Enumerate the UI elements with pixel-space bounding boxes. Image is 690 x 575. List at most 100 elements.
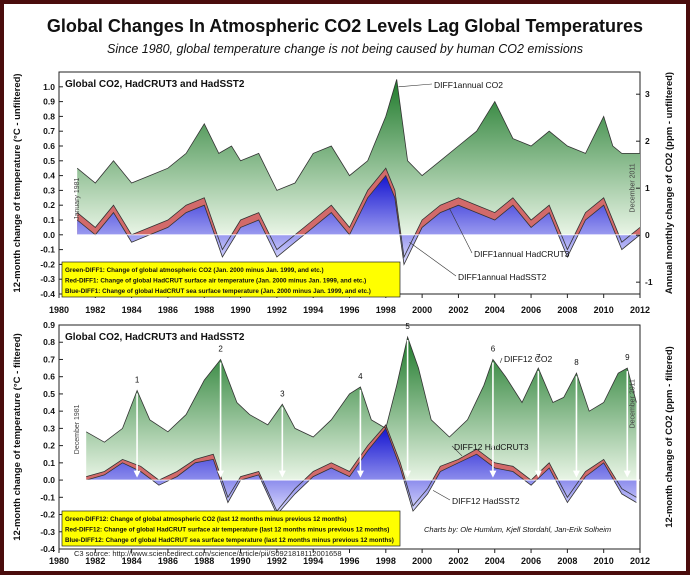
peak-arrow-head bbox=[356, 470, 364, 478]
x-tick-label: 2000 bbox=[412, 305, 432, 315]
y-tick-label: 0.7 bbox=[43, 354, 55, 364]
legend-entry: Blue-DIFF12: Change of global HadCRUT se… bbox=[65, 537, 394, 544]
x-tick-label: 1984 bbox=[122, 305, 142, 315]
y-tick-label: 0.5 bbox=[43, 389, 55, 399]
y-tick-label: -0.2 bbox=[40, 510, 55, 520]
series-label: DIFF1annual CO2 bbox=[434, 80, 503, 90]
peak-marker-label: 5 bbox=[405, 322, 410, 331]
y-tick-label: 0.1 bbox=[43, 215, 55, 225]
series-label-leader bbox=[499, 357, 503, 364]
peak-arrow-head bbox=[133, 470, 141, 478]
figure: Global Changes In Atmospheric CO2 Levels… bbox=[12, 16, 675, 566]
y-tick-label: -0.1 bbox=[40, 245, 55, 255]
x-tick-label: 2002 bbox=[448, 305, 468, 315]
y-tick-label: 0.9 bbox=[43, 97, 55, 107]
x-tick-label: 1992 bbox=[267, 305, 287, 315]
y-tick-label: 0.7 bbox=[43, 126, 55, 136]
legend-entry: Red-DIFF12: Change of global HadCRUT sur… bbox=[65, 527, 389, 534]
legend-box bbox=[61, 261, 401, 298]
chart-credit: Charts by: Ole Humlum, Kjell Stordahl, J… bbox=[424, 525, 611, 534]
peak-marker-label: 8 bbox=[574, 358, 579, 367]
peak-marker-label: 1 bbox=[135, 375, 140, 384]
y-tick-label: 0.2 bbox=[43, 200, 55, 210]
y-tick-label: -0.2 bbox=[40, 259, 55, 269]
series-label-leader bbox=[451, 445, 463, 457]
peak-marker-label: 6 bbox=[491, 344, 496, 353]
y-tick-label: 0.6 bbox=[43, 141, 55, 151]
peak-marker-label: 9 bbox=[625, 353, 630, 362]
x-tick-label: 1990 bbox=[231, 305, 251, 315]
x-tick-label: 2006 bbox=[521, 305, 541, 315]
x-tick-label: 1992 bbox=[267, 556, 287, 566]
area-co2 bbox=[77, 79, 640, 235]
peak-arrow-head bbox=[623, 470, 631, 478]
y-right-tick-label: 0 bbox=[645, 230, 650, 240]
x-tick-label: 1982 bbox=[85, 556, 105, 566]
y-axis-label: 12-month change of temperature (°C - unf… bbox=[12, 73, 23, 292]
x-tick-label: 2002 bbox=[448, 556, 468, 566]
x-tick-label: 2004 bbox=[485, 556, 505, 566]
x-tick-label: 1986 bbox=[158, 556, 178, 566]
x-tick-label: 1988 bbox=[194, 556, 214, 566]
x-tick-label: 1980 bbox=[49, 305, 69, 315]
chart-source: C3 source: http://www.sciencedirect.com/… bbox=[74, 549, 342, 558]
x-tick-label: 2004 bbox=[485, 305, 505, 315]
y-tick-label: 0.3 bbox=[43, 423, 55, 433]
y-tick-label: 0.5 bbox=[43, 156, 55, 166]
start-note: January 1981 bbox=[74, 177, 81, 220]
y-tick-label: 0.3 bbox=[43, 185, 55, 195]
y-tick-label: -0.3 bbox=[40, 527, 55, 537]
y-right-tick-label: 3 bbox=[645, 89, 650, 99]
y-right-tick-label: -1 bbox=[645, 277, 653, 287]
end-note: December 2011 bbox=[630, 379, 637, 428]
area-hadcrut3-line bbox=[76, 167, 640, 259]
peak-arrow-head bbox=[489, 470, 497, 478]
area-co2 bbox=[86, 337, 637, 481]
peak-marker-label: 7 bbox=[536, 353, 541, 362]
x-tick-label: 1988 bbox=[194, 305, 214, 315]
x-tick-label: 2012 bbox=[630, 305, 650, 315]
series-label-leader bbox=[409, 241, 457, 277]
x-tick-label: 1980 bbox=[49, 556, 69, 566]
y-right-tick-label: 1 bbox=[645, 183, 650, 193]
panel-title: Global CO2, HadCRUT3 and HadSST2 bbox=[65, 79, 245, 90]
x-tick-label: 1990 bbox=[231, 556, 251, 566]
peak-marker-label: 4 bbox=[358, 372, 363, 381]
area-hadsst2 bbox=[77, 175, 640, 265]
legend-entry: Green-DIFF1: Change of global atmospheri… bbox=[65, 267, 324, 274]
peak-arrow-head bbox=[217, 470, 225, 478]
y-tick-label: 1.0 bbox=[43, 82, 55, 92]
x-tick-label: 1998 bbox=[376, 305, 396, 315]
x-tick-label: 1998 bbox=[376, 556, 396, 566]
area-hadsst2-line bbox=[76, 174, 640, 266]
y-tick-label: 0.8 bbox=[43, 337, 55, 347]
peak-marker-label: 2 bbox=[218, 344, 223, 353]
series-label: DIFF1annual HadSST2 bbox=[458, 272, 547, 282]
x-tick-label: 1986 bbox=[158, 305, 178, 315]
x-tick-label: 1982 bbox=[85, 305, 105, 315]
series-label: DIFF12 HadCRUT3 bbox=[454, 442, 529, 452]
x-tick-label: 2008 bbox=[557, 556, 577, 566]
y-tick-label: 0.9 bbox=[43, 320, 55, 330]
y-tick-label: 0.4 bbox=[43, 171, 55, 181]
y-right-tick-label: 2 bbox=[645, 136, 650, 146]
series-label: DIFF12 CO2 bbox=[504, 354, 552, 364]
x-tick-label: 2012 bbox=[630, 556, 650, 566]
chart-subtitle: Since 1980, global temperature change is… bbox=[107, 42, 583, 56]
legend-box bbox=[61, 510, 401, 547]
x-tick-label: 2010 bbox=[594, 305, 614, 315]
y-axis-label: 12-month change of temperature (°C - fil… bbox=[12, 333, 23, 541]
peak-arrow-head bbox=[534, 470, 542, 478]
y-tick-label: -0.1 bbox=[40, 492, 55, 502]
y-tick-label: -0.3 bbox=[40, 274, 55, 284]
legend-entry: Blue-DIFF1: Change of global HadCRUT sea… bbox=[65, 288, 371, 295]
series-label-leader bbox=[449, 208, 473, 254]
x-tick-label: 1996 bbox=[339, 305, 359, 315]
start-note: December 1981 bbox=[74, 404, 81, 454]
x-tick-label: 1996 bbox=[339, 556, 359, 566]
chart-title: Global Changes In Atmospheric CO2 Levels… bbox=[47, 16, 643, 36]
y-right-axis-label: 12-month change of CO2 (ppm - filtered) bbox=[664, 346, 675, 528]
panel-unfiltered: -0.4 -0.3 -0.2 -0.1 0.0 0.1 0.2 0.3 0.4 0.5 0.6 0.7… bbox=[12, 71, 675, 315]
y-right-axis-label: Annual monthly change of CO2 (ppm - unfi… bbox=[664, 72, 675, 294]
